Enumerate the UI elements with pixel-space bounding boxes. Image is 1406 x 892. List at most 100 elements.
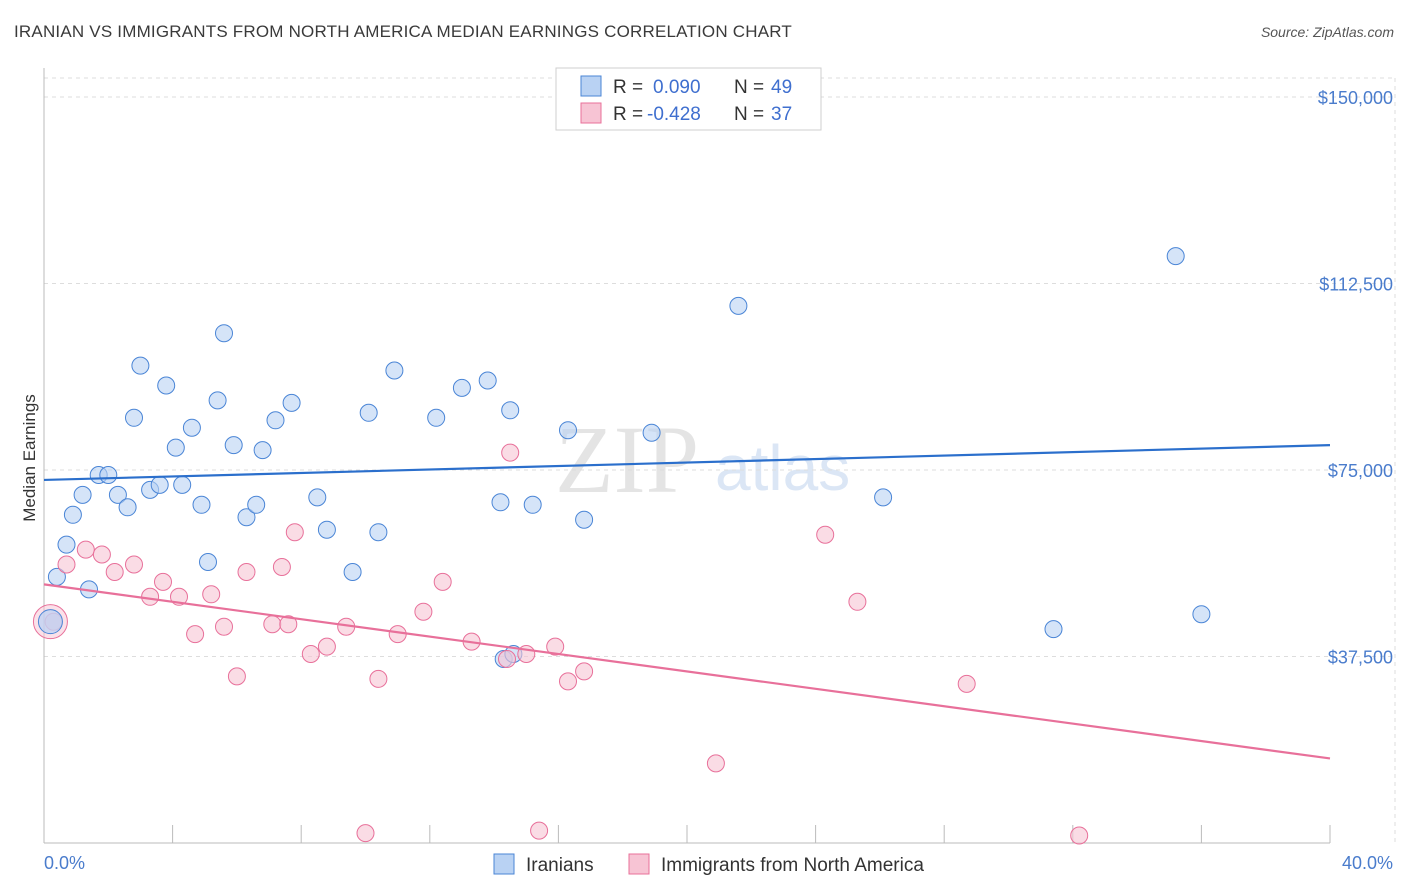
y-tick-label: $37,500 [1328, 648, 1393, 668]
legend-r-label-pink: R = [613, 104, 643, 125]
iranians-point [150, 475, 169, 494]
legend-n-label-pink: N = [734, 104, 764, 125]
iranians-point [131, 356, 150, 375]
iranians-point [729, 296, 748, 315]
iranians-point [359, 403, 378, 422]
watermark-atlas: atlas [715, 432, 850, 504]
chart-title: IRANIAN VS IMMIGRANTS FROM NORTH AMERICA… [14, 22, 792, 41]
legend-n-value-blue: 49 [771, 77, 792, 98]
iranians-point [224, 436, 243, 455]
y-tick-label: $150,000 [1318, 88, 1393, 108]
iranians-point [125, 408, 143, 427]
immigrants-point [237, 563, 256, 581]
immigrants-point [1070, 826, 1089, 845]
immigrants-point [706, 754, 725, 773]
iranians-point [166, 438, 185, 457]
immigrants-point [263, 615, 282, 634]
trend-lines [43, 444, 1331, 760]
immigrants-point [501, 443, 520, 462]
immigrants-point [186, 625, 205, 644]
iranians-point-large [37, 609, 63, 635]
iranians-point [385, 361, 404, 380]
iranians-point [1166, 247, 1185, 266]
legend-r-label-blue: R = [613, 77, 643, 98]
immigrants-point [433, 572, 452, 591]
immigrants-point [848, 592, 867, 611]
iranians-point [1044, 620, 1063, 639]
legend-bottom-swatch-iranians [493, 853, 515, 875]
legend-top: R = 0.090 N = 49 R = -0.428 N = 37 [555, 67, 822, 131]
iranians-point [523, 495, 542, 514]
legend-n-label-blue: N = [734, 77, 764, 98]
legend-bottom-label-immigrants: Immigrants from North America [661, 855, 924, 876]
immigrants-point [575, 662, 594, 681]
immigrants-point [202, 585, 221, 604]
iranians-point [874, 488, 893, 507]
legend-r-value-pink: -0.428 [647, 104, 701, 125]
iranians-point [427, 408, 446, 427]
immigrants-point [414, 602, 433, 621]
x-tick-label: 40.0% [1342, 853, 1393, 873]
iranians-point [317, 520, 336, 539]
iranians-point [575, 510, 594, 529]
watermark: ZIP atlas [555, 406, 850, 513]
immigrants-point [301, 645, 320, 663]
immigrants-point [279, 615, 298, 634]
immigrants-point [559, 672, 577, 691]
iranians-point [308, 488, 327, 507]
immigrants-point [272, 558, 291, 576]
immigrants-point [498, 650, 516, 668]
immigrants-point [369, 669, 388, 688]
iranians-point [282, 393, 301, 412]
iranians-point [501, 401, 520, 420]
immigrants-point [125, 555, 143, 574]
immigrants-point [227, 667, 246, 686]
iranians-point [57, 535, 76, 554]
immigrants-point [285, 523, 304, 542]
legend-swatch-blue [580, 75, 602, 97]
legend-swatch-pink [580, 102, 602, 124]
iranians-point [208, 391, 227, 410]
iranians-point [118, 498, 137, 517]
iranians-point [491, 493, 510, 512]
iranians-point [63, 505, 82, 524]
immigrants-point [215, 617, 233, 636]
iranians-point [73, 485, 92, 504]
iranians-point [108, 485, 127, 504]
immigrants-point [76, 540, 95, 559]
iranians-point [192, 495, 211, 514]
iranians-trend-line [43, 444, 1331, 482]
iranians-point [559, 421, 577, 440]
iranians-point [247, 495, 266, 514]
iranians-point [266, 411, 285, 430]
iranians-point [478, 371, 497, 390]
iranians-point [253, 441, 272, 460]
immigrants-point [356, 824, 375, 843]
iranians-point [343, 563, 362, 581]
legend-bottom: Iranians Immigrants from North America [493, 853, 924, 876]
immigrants-point [92, 545, 111, 564]
x-tick-labels: 0.0% 40.0% [44, 853, 1393, 873]
immigrants-point [154, 572, 172, 591]
axes [43, 68, 1331, 844]
watermark-zip: ZIP [555, 406, 699, 513]
iranians-point [642, 423, 661, 442]
y-tick-label: $112,500 [1319, 275, 1393, 295]
immigrants-point [530, 821, 549, 840]
iranians-point [173, 475, 192, 494]
scatter-points [32, 247, 1211, 845]
immigrants-point [957, 674, 976, 693]
legend-n-value-pink: 37 [771, 104, 792, 125]
iranians-point [182, 418, 201, 437]
iranians-point [237, 508, 256, 527]
y-axis-label: Median Earnings [20, 394, 39, 522]
legend-r-value-blue: 0.090 [653, 77, 701, 98]
iranians-point [215, 324, 233, 343]
source-attribution: Source: ZipAtlas.com [1260, 24, 1394, 40]
y-tick-labels: $37,500 $75,000 $112,500 $150,000 [1318, 88, 1393, 668]
iranians-point [99, 466, 118, 484]
immigrants-point [546, 637, 565, 656]
immigrants-point [816, 525, 835, 544]
iranians-point [452, 378, 471, 397]
